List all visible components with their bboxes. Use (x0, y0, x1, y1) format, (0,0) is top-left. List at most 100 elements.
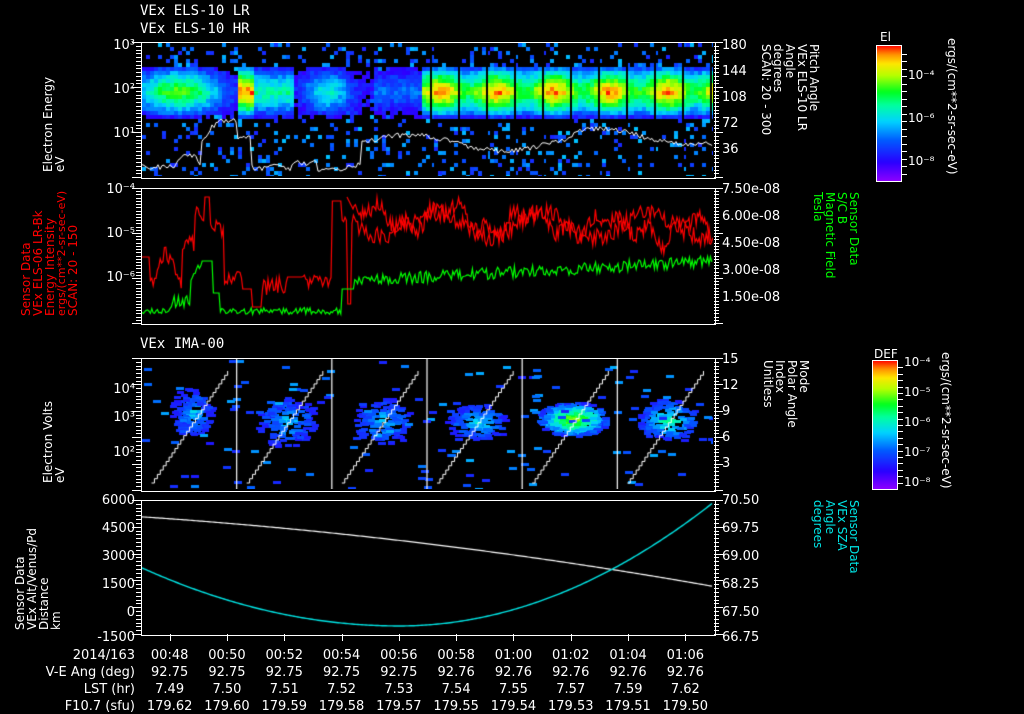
axis-tick (714, 592, 719, 593)
x-axis-tick (571, 634, 572, 641)
axis-tick (136, 262, 141, 263)
axis-tick (714, 445, 719, 446)
colorbar-tick-mark (897, 476, 903, 478)
panel1-rytick-2: 108 (722, 90, 747, 105)
axis-tick (714, 272, 719, 273)
axis-tick (714, 433, 719, 434)
colorbar-tick-mark (897, 418, 903, 420)
colorbar-tick-mark (901, 83, 907, 85)
axis-tick (714, 441, 719, 442)
axis-tick (714, 307, 719, 308)
colorbar2-tick-4: 10⁻⁸ (904, 475, 931, 489)
axis-tick (714, 95, 719, 96)
axis-tick (714, 76, 719, 77)
axis-tick (136, 515, 141, 516)
axis-tick (714, 486, 719, 487)
axis-tick (136, 523, 141, 524)
table-value-cell: 7.49 (155, 682, 185, 697)
axis-tick (132, 358, 141, 359)
panel2-left-label-4: SCAN: 20 - 150 (66, 224, 80, 316)
axis-tick (136, 611, 141, 612)
axis-tick (136, 259, 141, 260)
axis-tick (714, 198, 719, 199)
axis-tick (136, 307, 141, 308)
axis-tick (136, 46, 141, 47)
axis-tick (714, 227, 719, 228)
panel4-plot-area (141, 500, 716, 636)
axis-tick (714, 151, 719, 152)
table-value-cell: 7.52 (327, 682, 357, 697)
axis-tick (136, 373, 141, 374)
table-value-cell: 7.59 (613, 682, 643, 697)
axis-tick (714, 243, 719, 244)
colorbar-tick-mark (901, 98, 907, 100)
axis-tick (714, 256, 719, 257)
axis-tick (714, 313, 719, 314)
axis-tick (136, 194, 141, 195)
panel4-ytick-0: 6000 (101, 493, 135, 508)
colorbar2-units-text: ergs/(cm**2-sr-sec-eV) (939, 352, 953, 489)
axis-tick (136, 252, 141, 253)
panel1-right-label-4: SCAN: 20 - 300 (759, 44, 773, 136)
colorbar-tick-mark (897, 457, 903, 458)
axis-tick (714, 50, 719, 51)
panel4-rytick-0: 70.50 (722, 493, 760, 508)
table-row-label: V-E Ang (deg) (45, 665, 135, 680)
axis-tick (714, 278, 723, 279)
axis-tick (136, 291, 141, 292)
axis-tick (136, 630, 141, 631)
table-value-cell: 92.75 (151, 665, 189, 680)
axis-tick (136, 297, 141, 298)
axis-tick (714, 214, 719, 215)
table-time-cell: 00:52 (265, 648, 303, 663)
axis-tick (714, 140, 719, 141)
panel3-spectrogram (142, 359, 713, 489)
colorbar-tick-mark (897, 469, 903, 471)
x-axis-tick (513, 634, 514, 641)
axis-tick (714, 623, 719, 624)
colorbar2-tick-1: 10⁻⁵ (904, 385, 931, 399)
axis-tick (136, 76, 141, 77)
colorbar2-tick-3: 10⁻⁷ (904, 445, 931, 459)
axis-tick (136, 166, 141, 167)
axis-tick (714, 288, 719, 289)
axis-tick (136, 301, 141, 302)
axis-tick (714, 83, 719, 84)
axis-tick (714, 634, 723, 635)
axis-tick (714, 554, 723, 555)
axis-tick (714, 542, 719, 543)
axis-tick (136, 482, 141, 483)
axis-tick (714, 467, 719, 468)
axis-tick (136, 91, 141, 92)
table-value-cell: 92.76 (552, 665, 590, 680)
colorbar-tick-mark (901, 76, 907, 77)
axis-tick (714, 301, 719, 302)
axis-tick (714, 132, 723, 133)
colorbar1-units: ergs/(cm**2-sr-sec-eV) (945, 38, 959, 175)
axis-tick (714, 310, 719, 311)
axis-tick (132, 323, 141, 324)
axis-tick (714, 201, 719, 202)
axis-tick (136, 422, 141, 423)
axis-tick (136, 162, 141, 163)
colorbar-tick-mark (901, 143, 907, 145)
axis-tick (714, 422, 719, 423)
table-time-cell: 01:04 (609, 648, 647, 663)
axis-tick (136, 272, 141, 273)
axis-tick (714, 565, 719, 566)
axis-tick (136, 426, 141, 427)
axis-tick (136, 284, 141, 285)
axis-tick (714, 65, 719, 66)
axis-tick (714, 534, 719, 535)
table-value-cell: 92.76 (666, 665, 704, 680)
axis-tick (714, 158, 719, 159)
axis-tick (136, 106, 141, 107)
axis-tick (136, 441, 141, 442)
axis-tick (136, 143, 141, 144)
axis-tick (714, 426, 719, 427)
panel3-right-label-1: Polar Angle (785, 360, 799, 428)
axis-tick (714, 259, 719, 260)
axis-tick (714, 53, 719, 54)
axis-tick (136, 449, 141, 450)
axis-tick (714, 173, 719, 174)
